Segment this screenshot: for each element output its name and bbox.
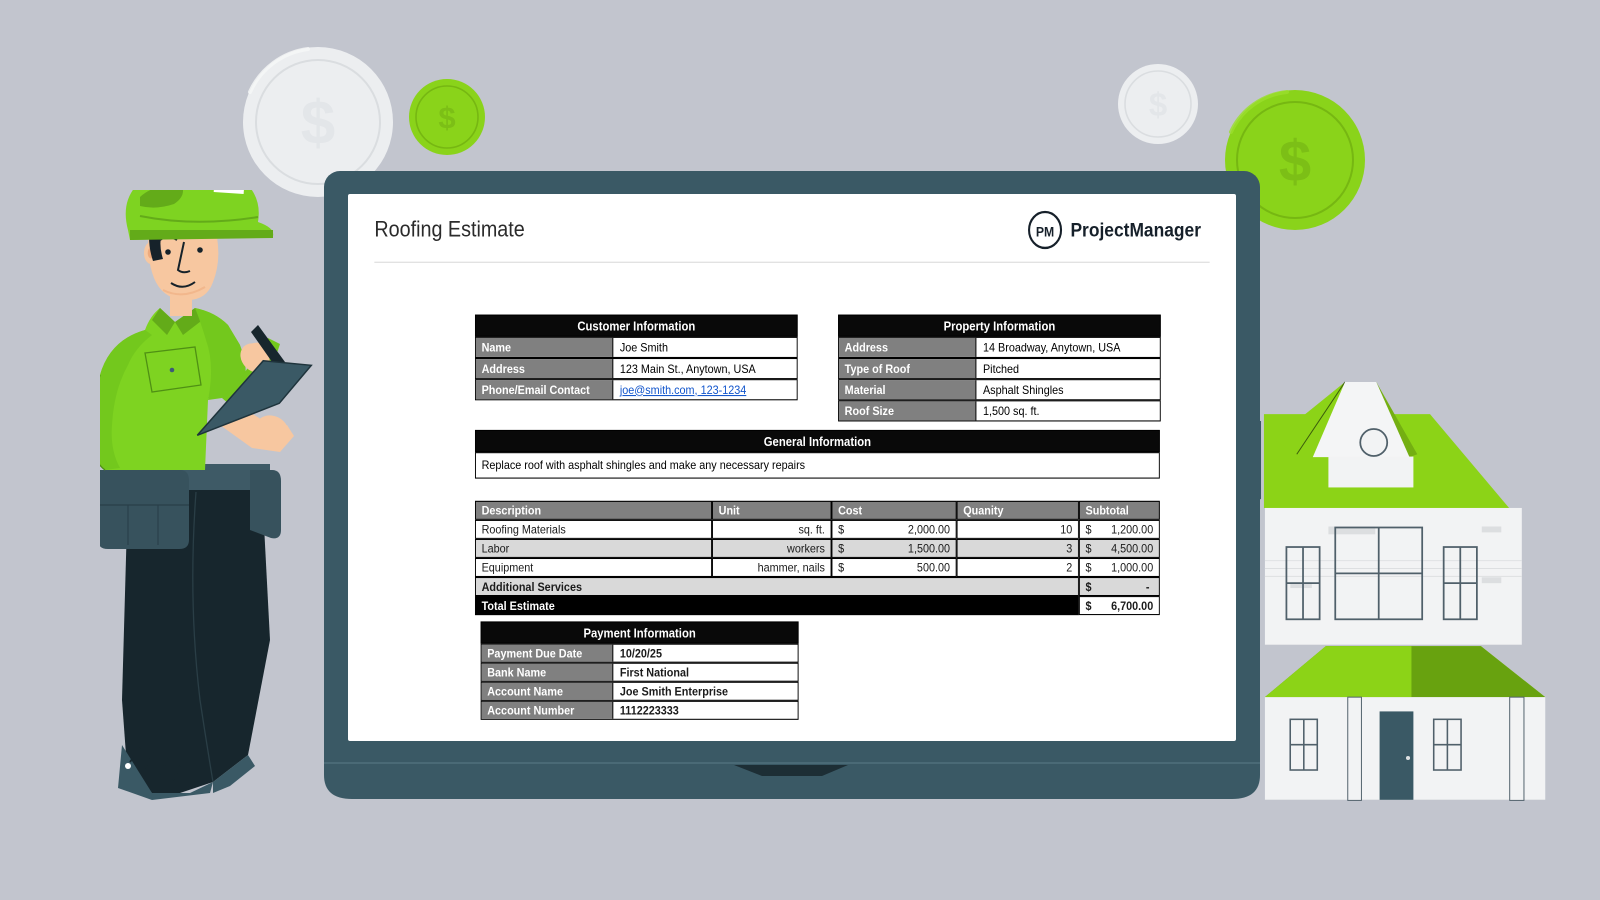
svg-text:$: $ — [1279, 129, 1311, 194]
svg-text:$: $ — [1149, 86, 1167, 123]
svg-text:$: $ — [438, 100, 455, 135]
svg-text:$: $ — [301, 89, 335, 158]
